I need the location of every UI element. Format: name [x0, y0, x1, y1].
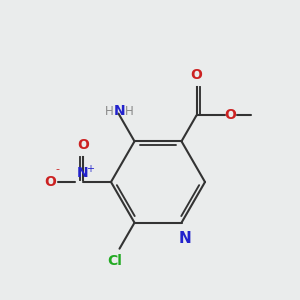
Text: -: -: [55, 164, 59, 174]
Text: N: N: [114, 103, 125, 118]
Text: N: N: [179, 231, 192, 246]
Text: O: O: [190, 68, 202, 82]
Text: O: O: [77, 138, 89, 152]
Text: O: O: [225, 108, 236, 122]
Text: N: N: [77, 166, 89, 180]
Text: Cl: Cl: [107, 254, 122, 268]
Text: H: H: [105, 105, 114, 118]
Text: H: H: [125, 105, 134, 118]
Text: O: O: [44, 175, 56, 189]
Text: +: +: [86, 164, 94, 174]
